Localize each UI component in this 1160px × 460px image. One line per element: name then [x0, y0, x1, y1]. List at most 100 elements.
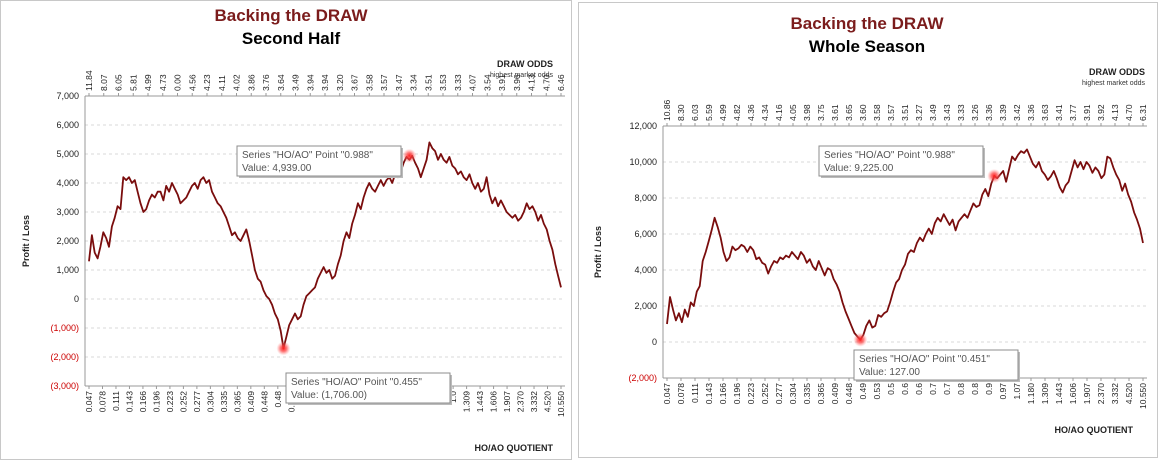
tooltip: Series "HO/AO" Point "0.988" Value: 9,225…: [818, 145, 985, 178]
y-tick-label: 0: [74, 294, 79, 304]
hoao-tick-label: 0.448: [844, 383, 854, 405]
draw-odds-tick-label: 3.34: [409, 74, 419, 91]
tooltip-box: [818, 145, 984, 177]
hoao-tick-label: 2.370: [516, 391, 526, 413]
draw-odds-tick-label: 3.51: [900, 104, 910, 121]
hoao-tick-label: 1.07: [1012, 383, 1022, 400]
hoao-tick-label: 1.180: [1026, 383, 1036, 405]
chart-subtitle: Whole Season: [809, 37, 925, 56]
profit-loss-series-line: [88, 141, 562, 350]
draw-odds-tick-label: 10.86: [662, 99, 672, 121]
draw-odds-tick-label: 3.54: [482, 74, 492, 91]
y-tick-label: (2,000): [628, 373, 657, 383]
tooltip-value: Value: 127.00: [859, 367, 920, 378]
draw-odds-tick-label: 4.34: [760, 104, 770, 121]
draw-odds-tick-label: 4.05: [788, 104, 798, 121]
draw-odds-tick-label: 0.00: [173, 74, 183, 91]
hoao-tick-label: 0.409: [246, 391, 256, 413]
hoao-tick-label: 0.365: [232, 391, 242, 413]
y-tick-label: (2,000): [50, 352, 79, 362]
tooltip: Series "HO/AO" Point "0.451" Value: 127.0…: [853, 349, 1020, 382]
highlighted-point: [987, 168, 1002, 183]
y-tick-label: 4,000: [56, 178, 79, 188]
draw-odds-tick-label: 3.36: [1026, 104, 1036, 121]
tooltip: Series "HO/AO" Point "0.988" Value: 4,939…: [236, 145, 403, 178]
hoao-tick-label: 0.166: [718, 383, 728, 405]
draw-odds-tick-label: 4.02: [232, 74, 242, 91]
draw-odds-tick-label: 6.03: [690, 104, 700, 121]
draw-odds-tick-label: 4.82: [732, 104, 742, 121]
draw-odds-tick-label: 3.61: [830, 104, 840, 121]
draw-odds-tick-label: 3.36: [984, 104, 994, 121]
y-tick-label: 1,000: [56, 265, 79, 275]
draw-odds-tick-label: 3.92: [1096, 104, 1106, 121]
draw-odds-tick-label: 3.58: [364, 74, 374, 91]
draw-odds-tick-label: 4.13: [1110, 104, 1120, 121]
draw-odds-tick-label: 3.75: [816, 104, 826, 121]
y-tick-label: (3,000): [50, 381, 79, 391]
y-tick-label: 12,000: [629, 121, 657, 131]
tooltip-value: Value: (1,706.00): [291, 390, 367, 401]
hoao-tick-label: 0.97: [998, 383, 1008, 400]
draw-odds-axis-title: DRAW ODDS: [1089, 67, 1145, 77]
tooltip-box: [236, 145, 402, 177]
draw-odds-tick-label: 3.57: [379, 74, 389, 91]
draw-odds-tick-label: 11.84: [84, 70, 94, 91]
hoao-tick-label: 0.196: [151, 391, 161, 413]
highlighted-point: [276, 341, 291, 356]
hoao-tick-label: 0.8: [956, 383, 966, 395]
y-tick-label: 7,000: [56, 91, 79, 101]
draw-odds-tick-label: 3.98: [802, 104, 812, 121]
draw-odds-axis-subtitle: highest market odds: [1082, 80, 1146, 87]
hoao-tick-label: 0.252: [760, 383, 770, 405]
draw-odds-axis-subtitle: highest market odds: [490, 72, 554, 79]
draw-odds-tick-label: 4.99: [718, 104, 728, 121]
y-tick-label: 5,000: [56, 149, 79, 159]
draw-odds-tick-label: 4.23: [202, 74, 212, 91]
y-axis-title: Profit / Loss: [21, 215, 31, 267]
chart-panel-whole-season: Backing the DRAW Whole Season DRAW ODDS hig…: [578, 2, 1158, 458]
hoao-tick-label: 1.309: [462, 391, 472, 413]
draw-odds-tick-label: 3.94: [320, 74, 330, 91]
hoao-tick-label: 0.5: [886, 383, 896, 395]
hoao-tick-label: 0.409: [830, 383, 840, 405]
draw-odds-tick-label: 3.26: [970, 104, 980, 121]
draw-odds-tick-label: 3.33: [956, 104, 966, 121]
draw-odds-tick-label: 3.64: [276, 74, 286, 91]
draw-odds-tick-label: 3.94: [305, 74, 315, 91]
draw-odds-tick-label: 3.53: [438, 74, 448, 91]
hoao-tick-label: 0.223: [165, 391, 175, 413]
draw-odds-tick-label: 4.36: [746, 104, 756, 121]
draw-odds-tick-label: 3.33: [453, 74, 463, 91]
y-tick-label: (1,000): [50, 323, 79, 333]
draw-odds-tick-label: 3.76: [261, 74, 271, 91]
hoao-tick-label: 1.309: [1040, 383, 1050, 405]
x-axis-title: HO/AO QUOTIENT: [1055, 425, 1134, 435]
tooltip-box: [853, 349, 1019, 381]
hoao-tick-label: 0.448: [259, 391, 269, 413]
draw-odds-tick-label: 3.43: [942, 104, 952, 121]
hoao-tick-label: 1.606: [1068, 383, 1078, 405]
draw-odds-axis-title: DRAW ODDS: [497, 59, 553, 69]
tooltip-label: Series "HO/AO" Point "0.988": [824, 150, 955, 161]
hoao-tick-label: 0.196: [732, 383, 742, 405]
hoao-tick-label: 3.332: [1110, 383, 1120, 405]
draw-odds-tick-label: 6.46: [556, 74, 566, 91]
draw-odds-tick-label: 3.51: [423, 74, 433, 91]
hoao-tick-label: 2.370: [1096, 383, 1106, 405]
draw-odds-tick-label: 3.91: [497, 74, 507, 91]
draw-odds-tick-label: 6.31: [1138, 104, 1148, 121]
hoao-tick-label: 0.53: [872, 383, 882, 400]
draw-odds-tick-label: 4.13: [527, 74, 537, 91]
draw-odds-tick-label: 3.49: [291, 74, 301, 91]
hoao-tick-label: 0.8: [970, 383, 980, 395]
draw-odds-tick-label: 3.20: [335, 74, 345, 91]
hoao-tick-label: 0.304: [788, 383, 798, 405]
hoao-tick-label: 1.606: [489, 391, 499, 413]
tooltip-label: Series "HO/AO" Point "0.451": [859, 354, 990, 365]
tooltip-value: Value: 9,225.00: [824, 163, 894, 174]
chart-title: Backing the DRAW: [790, 14, 944, 33]
chart-second-half: Backing the DRAW Second Half DRAW ODDS high…: [21, 6, 566, 453]
hoao-tick-label: 0.223: [746, 383, 756, 405]
hoao-tick-label: 0.7: [942, 383, 952, 395]
